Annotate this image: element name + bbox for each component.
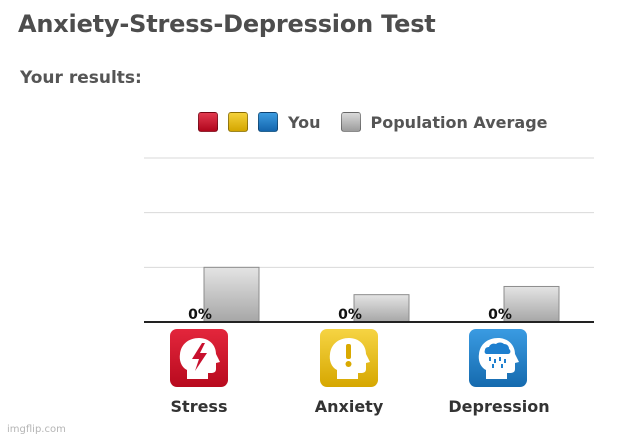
bar-population-stress <box>203 266 260 323</box>
legend-label-population: Population Average <box>370 112 548 132</box>
legend-swatch-population <box>340 112 361 132</box>
legend-swatch-blue <box>258 112 278 132</box>
legend-swatch-yellow <box>228 112 248 132</box>
value-label-depression: 0% <box>488 307 512 323</box>
anxiety-head-exclamation-icon <box>320 329 378 387</box>
page-title: Anxiety-Stress-Depression Test <box>18 10 436 38</box>
legend-label-you: You <box>288 112 321 132</box>
value-label-stress: 0% <box>188 307 212 323</box>
depression-head-raincloud-icon <box>469 329 527 387</box>
bar-population-anxiety <box>353 294 410 323</box>
bar-population-depression <box>503 285 560 323</box>
category-label-stress: Stress <box>170 397 228 416</box>
stress-head-lightning-icon <box>170 329 228 387</box>
value-label-anxiety: 0% <box>338 307 362 323</box>
category-label-anxiety: Anxiety <box>314 397 384 416</box>
results-subtitle: Your results: <box>20 68 142 88</box>
legend-swatch-red <box>198 112 218 132</box>
imgflip-watermark: imgflip.com <box>7 424 66 435</box>
chart-legend: You Population Average <box>198 110 548 134</box>
category-label-depression: Depression <box>448 397 550 416</box>
